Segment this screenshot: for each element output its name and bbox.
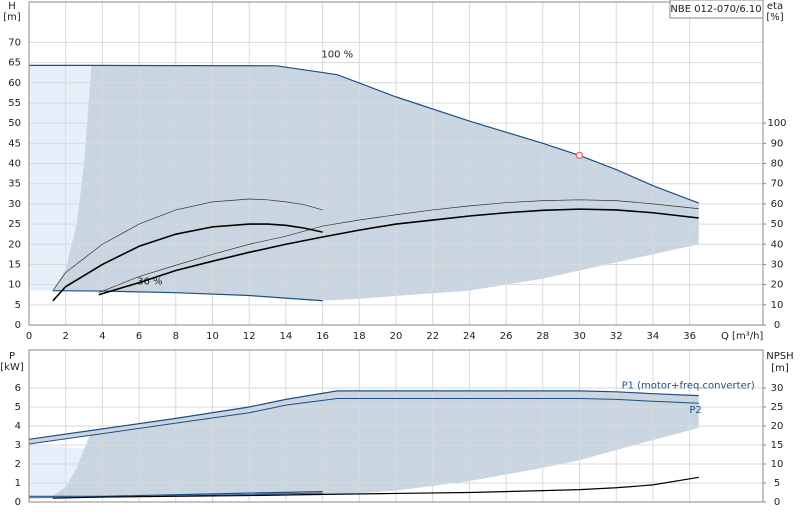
- x-tick-label: 24: [463, 331, 476, 342]
- x-tick-label: 28: [536, 331, 549, 342]
- y-tick-label: 40: [8, 159, 21, 170]
- x-tick-label: 6: [136, 331, 142, 342]
- y2-tick-label: 0: [774, 320, 780, 331]
- x-tick-label: 30: [573, 331, 586, 342]
- y-tick-label: 60: [8, 78, 21, 89]
- series-line: [29, 64, 699, 204]
- series-line: [28, 397, 699, 445]
- x-tick-label: 32: [610, 331, 623, 342]
- y-tick-label: 30: [8, 199, 21, 210]
- y-tick-label: 70: [8, 37, 21, 48]
- y-tick-label: 25: [8, 219, 21, 230]
- y-tick-label: 2: [15, 459, 21, 470]
- x-tick-label: 14: [280, 331, 293, 342]
- y2-tick-label: 15: [771, 440, 784, 451]
- outer-range-area: [29, 65, 92, 291]
- series-line: [98, 208, 699, 296]
- x-tick-label: 36: [683, 331, 696, 342]
- x-tick-label: 20: [390, 331, 403, 342]
- y-tick-label: 55: [8, 98, 21, 109]
- series-line: [52, 223, 323, 302]
- y-axis-unit: [kW]: [0, 362, 24, 373]
- plot-border: [28, 1, 764, 326]
- x-tick-label: 10: [206, 331, 219, 342]
- y-tick-label: 65: [8, 58, 21, 69]
- y-tick-label: 20: [8, 239, 21, 250]
- series-line: [98, 199, 699, 294]
- operating-range-area: [52, 65, 699, 301]
- y2-tick-label: 20: [771, 421, 784, 432]
- y-tick-label: 50: [8, 118, 21, 129]
- y-tick-label: 45: [8, 138, 21, 149]
- y-tick-label: 35: [8, 179, 21, 190]
- y2-tick-label: 50: [771, 219, 784, 230]
- x-tick-label: 16: [316, 331, 329, 342]
- y2-axis-unit: [m]: [771, 363, 789, 374]
- y2-tick-label: 10: [771, 459, 784, 470]
- series-line: [52, 476, 699, 499]
- series-line: [28, 390, 699, 440]
- series-label: 100 %: [321, 50, 353, 61]
- y-tick-label: 3: [15, 440, 21, 451]
- x-tick-label: 18: [353, 331, 366, 342]
- y2-tick-label: 30: [771, 259, 784, 270]
- x-tick-label: 2: [63, 331, 69, 342]
- series-label: 36 %: [137, 277, 162, 288]
- operating-range-area: [52, 398, 699, 497]
- y2-tick-label: 90: [771, 138, 784, 149]
- y-tick-label: 0: [15, 320, 21, 331]
- x-axis-label: Q [m³/h]: [721, 331, 763, 342]
- model-box: [669, 0, 764, 19]
- series-line: [29, 490, 323, 497]
- y2-axis-label: eta: [767, 1, 783, 12]
- y-tick-label: 1: [15, 478, 21, 489]
- y-tick-label: 4: [15, 421, 21, 432]
- series-label: P2: [689, 405, 701, 416]
- y-tick-label: 5: [15, 402, 21, 413]
- y2-tick-label: 40: [771, 239, 784, 250]
- y-axis-label: H: [8, 1, 16, 12]
- y2-axis-unit: [%]: [766, 12, 783, 23]
- y-tick-label: 5: [15, 300, 21, 311]
- y-axis-unit: [m]: [3, 12, 21, 23]
- x-tick-label: 12: [243, 331, 256, 342]
- series-line: [52, 290, 323, 302]
- y2-tick-label: 10: [771, 300, 784, 311]
- y-axis-label: P: [9, 351, 15, 362]
- y2-tick-label: 70: [771, 179, 784, 190]
- x-tick-label: 22: [426, 331, 439, 342]
- y2-tick-label: 25: [771, 402, 784, 413]
- x-tick-label: 0: [26, 331, 32, 342]
- x-tick-label: 8: [173, 331, 179, 342]
- y2-tick-label: 5: [774, 478, 780, 489]
- duty-point: [575, 151, 584, 160]
- y2-tick-label: 20: [771, 280, 784, 291]
- y-tick-label: 6: [15, 383, 21, 394]
- y-tick-label: 10: [8, 280, 21, 291]
- x-tick-label: 4: [99, 331, 105, 342]
- x-tick-label: 26: [500, 331, 513, 342]
- power-band-area: [29, 390, 699, 445]
- y-tick-label: 15: [8, 259, 21, 270]
- series-label: P1 (motor+freq.converter): [622, 381, 755, 392]
- x-tick-label: 34: [647, 331, 660, 342]
- plot-border: [28, 349, 764, 503]
- y-tick-label: 0: [15, 497, 21, 508]
- y2-tick-label: 30: [771, 383, 784, 394]
- series-line: [52, 198, 323, 291]
- y2-tick-label: 100: [767, 118, 786, 129]
- y2-tick-label: 80: [771, 159, 784, 170]
- y2-tick-label: 0: [774, 497, 780, 508]
- model-label: NBE 012-070/6.10: [670, 4, 761, 15]
- y2-tick-label: 60: [771, 199, 784, 210]
- y2-axis-label: NPSH: [766, 351, 793, 362]
